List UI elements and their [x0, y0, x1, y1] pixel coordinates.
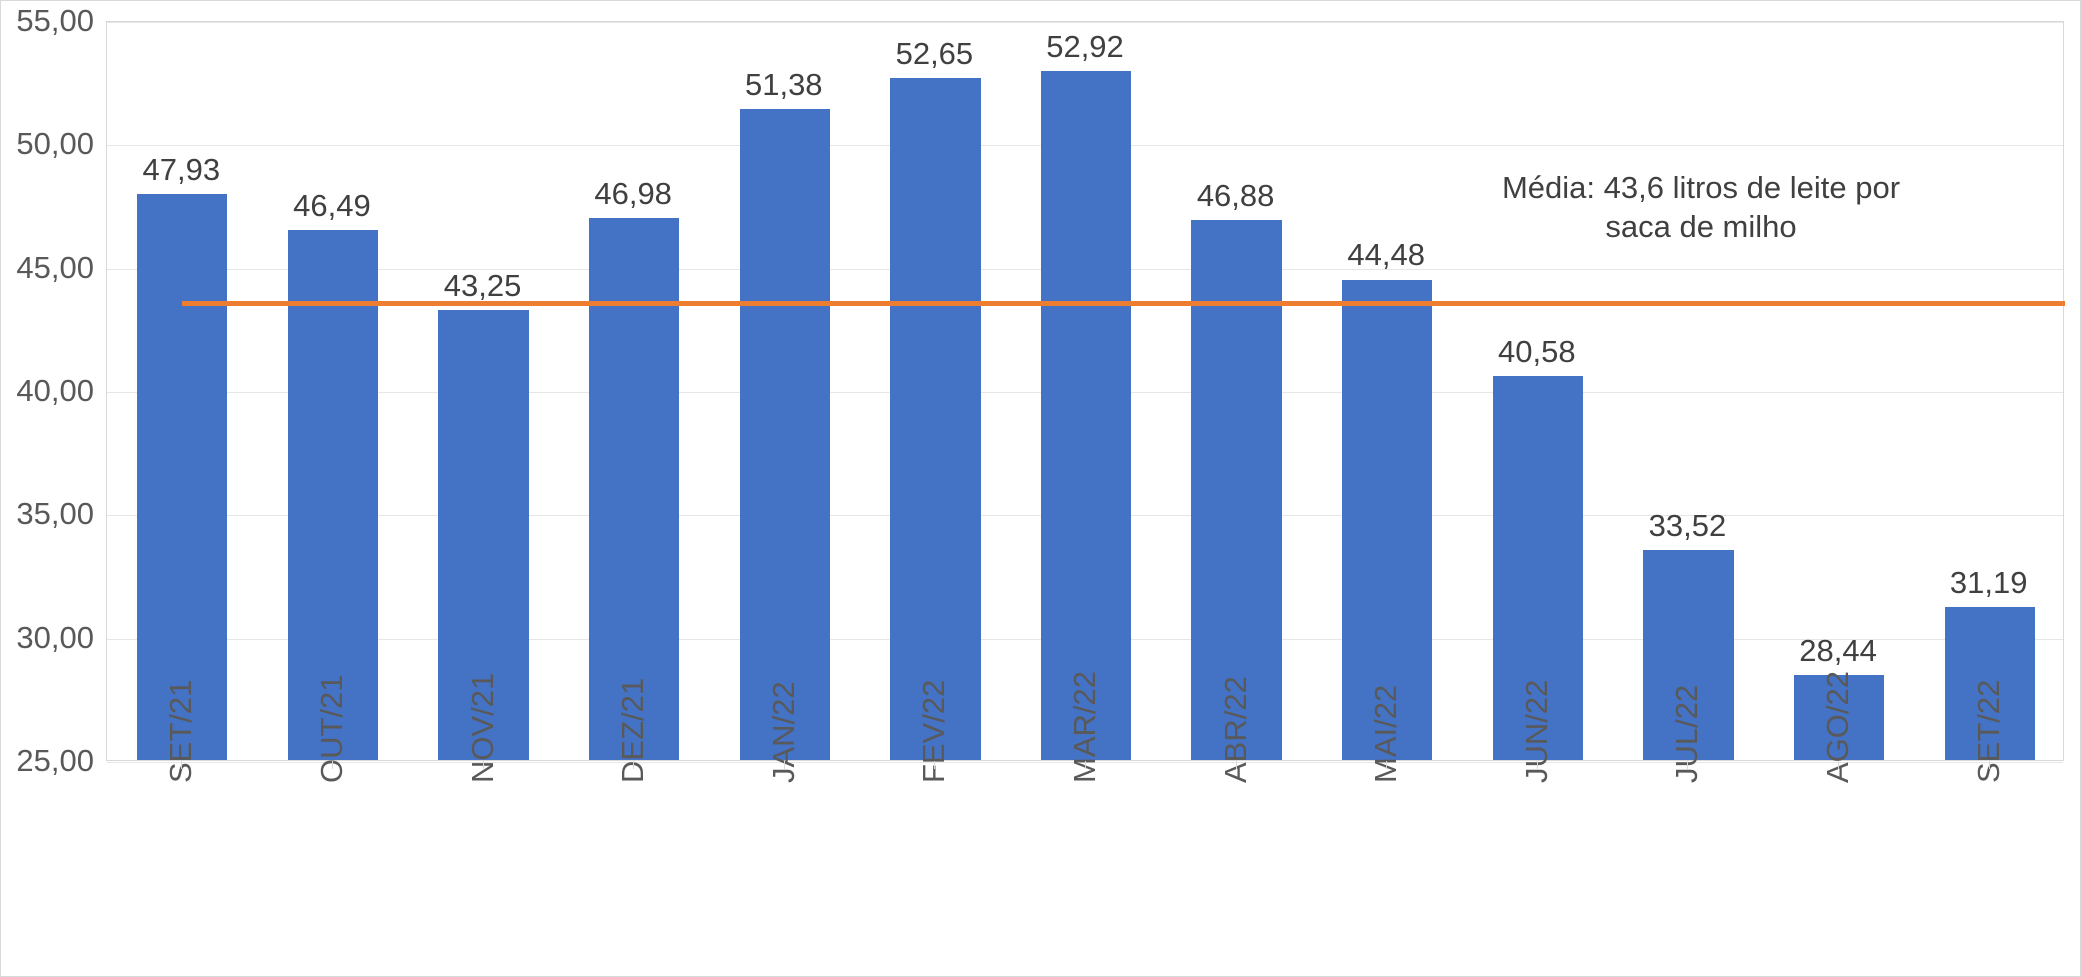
y-tick-label: 55,00 [1, 3, 94, 39]
bar-value-label: 52,92 [1046, 29, 1124, 65]
bar [890, 78, 980, 760]
annotation-line-1: Média: 43,6 litros de leite por [1502, 170, 1900, 205]
y-tick-label: 40,00 [1, 373, 94, 409]
y-tick-label: 30,00 [1, 620, 94, 656]
x-tick-mark [934, 761, 935, 769]
gridline [107, 22, 2063, 23]
x-tick-mark [1236, 761, 1237, 769]
x-tick-mark [633, 761, 634, 769]
plot-area [106, 21, 2064, 761]
x-tick-mark [1687, 761, 1688, 769]
chart-frame: 25,0030,0035,0040,0045,0050,0055,00 SET/… [0, 0, 2081, 977]
x-tick-mark [1838, 761, 1839, 769]
bar-value-label: 28,44 [1799, 633, 1877, 669]
x-tick-mark [784, 761, 785, 769]
annotation-line-2: saca de milho [1605, 209, 1796, 244]
x-tick-mark [181, 761, 182, 769]
bar-value-label: 43,25 [444, 268, 522, 304]
bar-value-label: 33,52 [1649, 508, 1727, 544]
x-tick-mark [1085, 761, 1086, 769]
bar-value-label: 47,93 [143, 152, 221, 188]
average-annotation: Média: 43,6 litros de leite por saca de … [1502, 169, 1900, 247]
y-tick-label: 35,00 [1, 496, 94, 532]
x-tick-mark [332, 761, 333, 769]
bar-value-label: 40,58 [1498, 334, 1576, 370]
x-tick-mark [1989, 761, 1990, 769]
bar-value-label: 46,88 [1197, 178, 1275, 214]
bar-value-label: 46,49 [293, 188, 371, 224]
x-tick-mark [483, 761, 484, 769]
y-tick-label: 45,00 [1, 250, 94, 286]
bar-value-label: 46,98 [594, 176, 672, 212]
bar-value-label: 51,38 [745, 67, 823, 103]
bar [1041, 71, 1131, 760]
y-tick-label: 25,00 [1, 743, 94, 779]
bar-value-label: 31,19 [1950, 565, 2028, 601]
bar-value-label: 44,48 [1347, 237, 1425, 273]
y-tick-label: 50,00 [1, 126, 94, 162]
bar [137, 194, 227, 760]
bar-value-label: 52,65 [896, 36, 974, 72]
x-tick-mark [1386, 761, 1387, 769]
x-tick-mark [1537, 761, 1538, 769]
bar [740, 109, 830, 760]
